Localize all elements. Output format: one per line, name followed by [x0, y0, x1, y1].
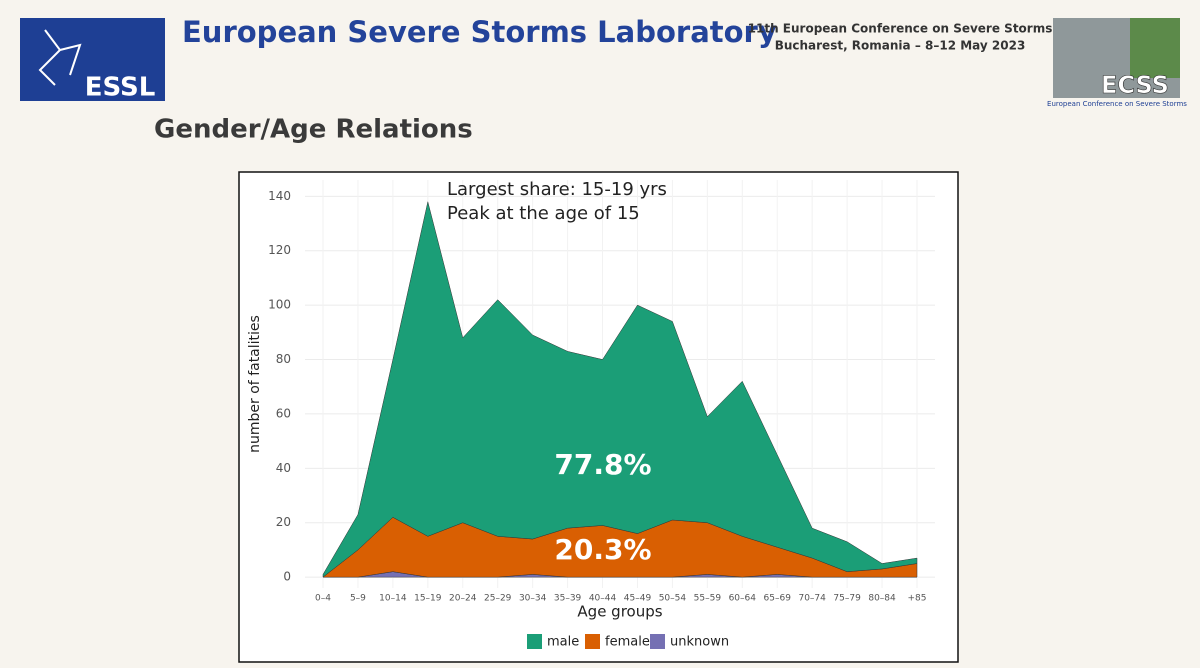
annotation: 77.8%	[554, 448, 651, 481]
x-tick-label: 35–39	[554, 594, 582, 604]
x-tick-label: 75–79	[833, 594, 861, 604]
annotation: Largest share: 15-19 yrs	[447, 179, 667, 200]
legend-label: unknown	[670, 635, 729, 650]
x-tick-label: 70–74	[798, 594, 826, 604]
lab-name: European Severe Storms Laboratory	[182, 15, 777, 49]
x-tick-label: 15–19	[414, 594, 442, 604]
x-tick-label: 5–9	[350, 594, 366, 604]
y-tick-label: 80	[276, 352, 291, 366]
x-tick-label: 30–34	[519, 594, 547, 604]
x-tick-label: 65–69	[764, 594, 792, 604]
chart: 0 20 40 60 80 100 120 140 0–4 5–9 10–14 15–19 20–24 2…	[247, 179, 935, 650]
y-tick-label: 140	[268, 189, 291, 203]
logo-text: ECSS	[1101, 71, 1169, 99]
venue: Bucharest, Romania – 8–12 May 2023	[775, 39, 1026, 53]
x-tick-label: 0–4	[315, 594, 331, 604]
annotation: 20.3%	[554, 533, 651, 566]
logo-caption: European Conference on Severe Storms	[1047, 100, 1187, 108]
logo-text: ESSL	[85, 73, 156, 103]
legend-label: female	[605, 635, 650, 650]
area	[322, 201, 918, 578]
map-image	[1130, 18, 1180, 78]
x-tick-label: 60–64	[729, 594, 757, 604]
y-tick-label: 40	[276, 461, 291, 475]
x-tick-label: 55–59	[694, 594, 722, 604]
x-tick-label: 45–49	[624, 594, 652, 604]
x-tick-label: 80–84	[868, 594, 896, 604]
essl-logo	[20, 18, 165, 101]
conference: 11th European Conference on Severe Storm…	[748, 22, 1053, 36]
legend-label: male	[547, 635, 579, 650]
x-tick-label: 25–29	[484, 594, 512, 604]
y-tick-label: 20	[276, 515, 291, 529]
x-tick-label: 40–44	[589, 594, 617, 604]
y-tick-label: 120	[268, 243, 291, 257]
y-axis-label: number of fatalities	[247, 315, 263, 453]
x-tick-label: 20–24	[449, 594, 477, 604]
x-tick-label: 10–14	[379, 594, 407, 604]
x-tick-label: 50–54	[659, 594, 687, 604]
legend-swatch	[527, 634, 542, 649]
x-tick-label: +85	[908, 594, 927, 604]
y-tick-label: 100	[268, 298, 291, 312]
legend-swatch	[650, 634, 665, 649]
slide-title: Gender/Age Relations	[154, 115, 473, 145]
annotation: Peak at the age of 15	[447, 203, 640, 224]
y-tick-label: 0	[283, 570, 291, 584]
x-axis-label: Age groups	[577, 603, 662, 621]
legend-swatch	[585, 634, 600, 649]
lightning-icon	[38, 29, 82, 86]
y-tick-label: 60	[276, 406, 291, 420]
